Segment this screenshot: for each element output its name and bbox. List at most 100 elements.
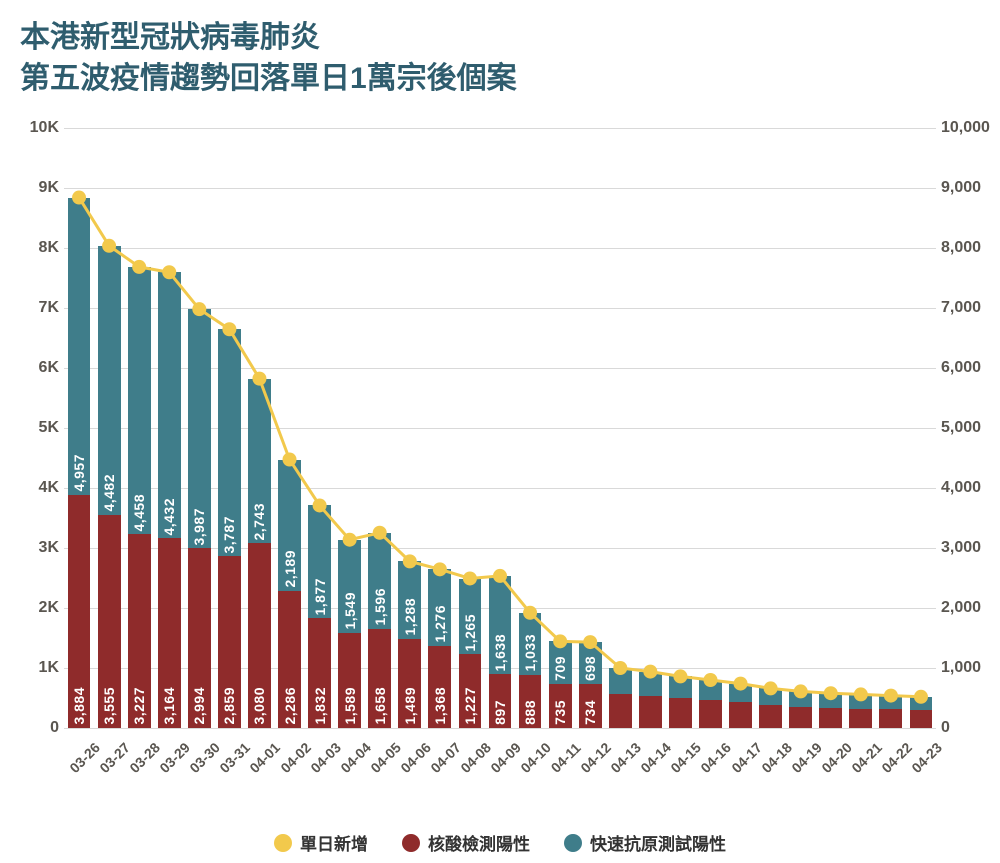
legend-label: 單日新增: [300, 830, 368, 855]
y-tick-left: 7K: [39, 299, 59, 317]
legend-label: 快速抗原測試陽性: [590, 830, 726, 855]
x-tick: 04-02: [277, 739, 314, 776]
y-tick-left: 3K: [39, 539, 59, 557]
legend-swatch: [564, 834, 582, 852]
y-tick-right: 10,000: [941, 119, 990, 137]
y-tick-right: 2,000: [941, 599, 981, 617]
y-tick-left: 0: [50, 719, 59, 737]
x-tick: 04-23: [908, 739, 945, 776]
y-tick-left: 6K: [39, 359, 59, 377]
y-tick-right: 8,000: [941, 239, 981, 257]
y-tick-right: 3,000: [941, 539, 981, 557]
trend-marker: [433, 562, 447, 576]
legend-item: 快速抗原測試陽性: [564, 830, 726, 855]
y-tick-left: 4K: [39, 479, 59, 497]
trend-marker: [794, 684, 808, 698]
y-tick-right: 0: [941, 719, 950, 737]
trend-marker: [703, 673, 717, 687]
trend-marker: [403, 554, 417, 568]
x-tick: 04-09: [487, 739, 524, 776]
y-tick-left: 10K: [30, 119, 59, 137]
chart-title: 本港新型冠狀病毒肺炎 第五波疫情趨勢回落單日1萬宗後個案: [20, 18, 980, 99]
x-tick: 04-06: [397, 739, 434, 776]
trend-marker: [222, 322, 236, 336]
x-tick: 03-31: [217, 739, 254, 776]
x-tick: 04-05: [367, 739, 404, 776]
line-series: [64, 128, 936, 728]
legend-swatch: [274, 834, 292, 852]
x-tick: 04-21: [848, 739, 885, 776]
legend-swatch: [402, 834, 420, 852]
trend-marker: [373, 526, 387, 540]
x-tick: 04-17: [728, 739, 765, 776]
y-tick-left: 1K: [39, 659, 59, 677]
trend-marker: [914, 690, 928, 704]
y-tick-left: 5K: [39, 419, 59, 437]
trend-marker: [643, 665, 657, 679]
y-axis-right: 01,0002,0003,0004,0005,0006,0007,0008,00…: [936, 128, 1000, 728]
x-tick: 03-29: [157, 739, 194, 776]
gridline: [64, 728, 936, 729]
trend-marker: [343, 533, 357, 547]
x-tick: 04-10: [517, 739, 554, 776]
legend-label: 核酸檢測陽性: [428, 830, 530, 855]
trend-marker: [192, 302, 206, 316]
covid-chart: 本港新型冠狀病毒肺炎 第五波疫情趨勢回落單日1萬宗後個案 01K2K3K4K5K…: [0, 0, 1000, 863]
x-tick: 04-03: [307, 739, 344, 776]
trend-marker: [764, 681, 778, 695]
y-tick-left: 8K: [39, 239, 59, 257]
x-tick: 04-14: [638, 739, 675, 776]
x-tick: 03-28: [127, 739, 164, 776]
legend-item: 單日新增: [274, 830, 368, 855]
x-tick: 04-20: [818, 739, 855, 776]
x-tick: 04-13: [608, 739, 645, 776]
x-tick: 04-18: [758, 739, 795, 776]
trend-marker: [162, 265, 176, 279]
x-tick: 04-11: [548, 740, 584, 776]
y-tick-right: 9,000: [941, 179, 981, 197]
x-tick: 04-08: [457, 739, 494, 776]
trend-marker: [132, 260, 146, 274]
plot-region: 01K2K3K4K5K6K7K8K9K10K 01,0002,0003,0004…: [64, 128, 936, 728]
trend-marker: [553, 634, 567, 648]
x-tick: 04-15: [668, 739, 705, 776]
trend-marker: [313, 498, 327, 512]
legend-item: 核酸檢測陽性: [402, 830, 530, 855]
title-line-1: 本港新型冠狀病毒肺炎: [20, 18, 980, 59]
x-tick: 03-30: [187, 739, 224, 776]
trend-marker: [613, 661, 627, 675]
trend-marker: [854, 687, 868, 701]
x-tick: 04-16: [698, 739, 735, 776]
trend-marker: [102, 239, 116, 253]
y-tick-right: 5,000: [941, 419, 981, 437]
trend-marker: [523, 606, 537, 620]
x-tick: 04-01: [247, 739, 284, 776]
trend-marker: [283, 453, 297, 467]
trend-marker: [583, 635, 597, 649]
title-line-2: 第五波疫情趨勢回落單日1萬宗後個案: [20, 59, 980, 100]
y-tick-right: 7,000: [941, 299, 981, 317]
x-tick: 03-27: [96, 739, 133, 776]
y-tick-right: 6,000: [941, 359, 981, 377]
x-tick: 03-26: [66, 739, 103, 776]
y-tick-right: 1,000: [941, 659, 981, 677]
x-tick: 04-12: [578, 739, 615, 776]
x-tick: 04-04: [337, 739, 374, 776]
y-tick-left: 9K: [39, 179, 59, 197]
trend-line: [79, 198, 921, 697]
y-axis-left: 01K2K3K4K5K6K7K8K9K10K: [0, 128, 64, 728]
x-tick: 04-22: [878, 739, 915, 776]
y-tick-left: 2K: [39, 599, 59, 617]
trend-marker: [72, 191, 86, 205]
trend-marker: [463, 571, 477, 585]
x-tick: 04-07: [427, 739, 464, 776]
trend-marker: [252, 372, 266, 386]
legend: 單日新增 核酸檢測陽性 快速抗原測試陽性: [0, 830, 1000, 855]
trend-marker: [734, 677, 748, 691]
x-tick: 04-19: [788, 739, 825, 776]
trend-marker: [493, 569, 507, 583]
trend-marker: [824, 686, 838, 700]
trend-marker: [884, 689, 898, 703]
trend-marker: [673, 669, 687, 683]
y-tick-right: 4,000: [941, 479, 981, 497]
